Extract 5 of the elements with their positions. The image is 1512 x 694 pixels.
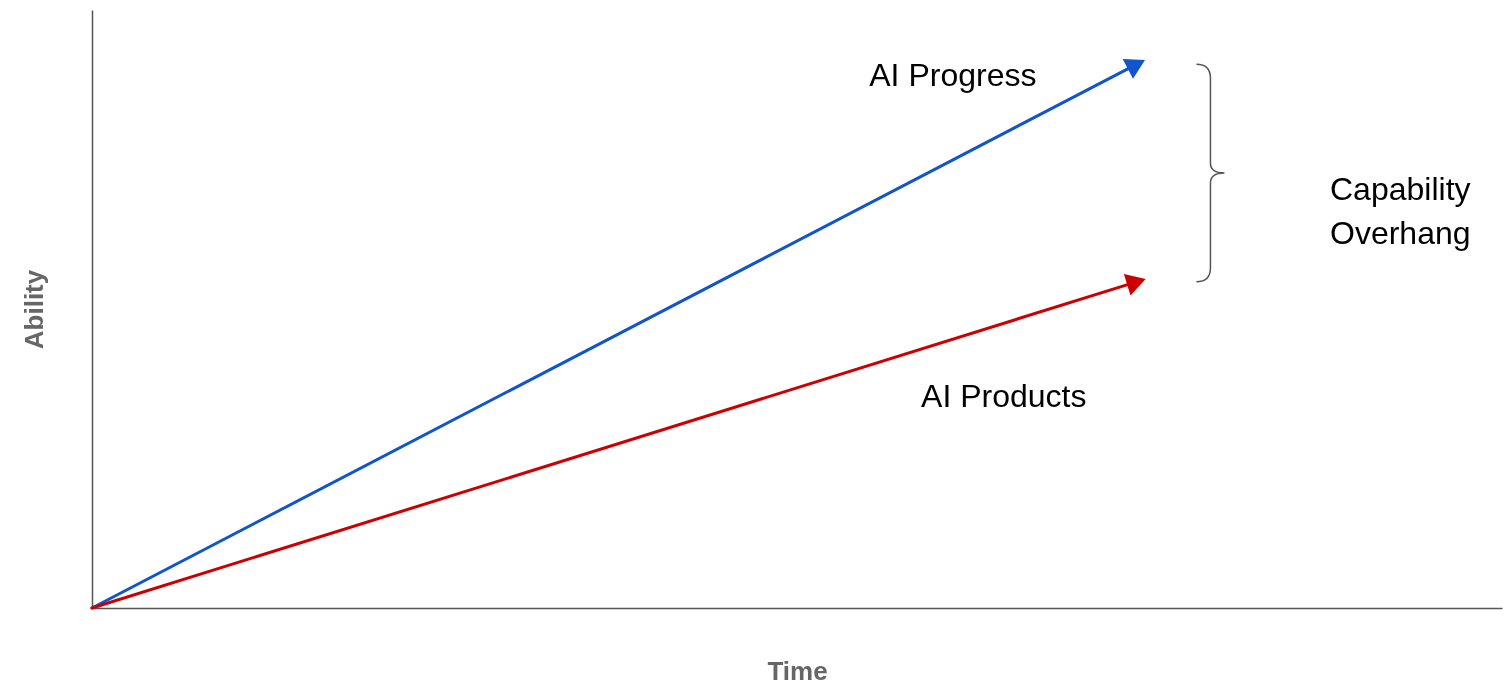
x-axis-title: Time [767,655,828,686]
y-axis-title: Ability [18,269,49,350]
series-label: AI Progress [869,57,1037,94]
series-label: AI Products [921,377,1087,414]
annotation: Capability Overhang [1330,171,1471,251]
